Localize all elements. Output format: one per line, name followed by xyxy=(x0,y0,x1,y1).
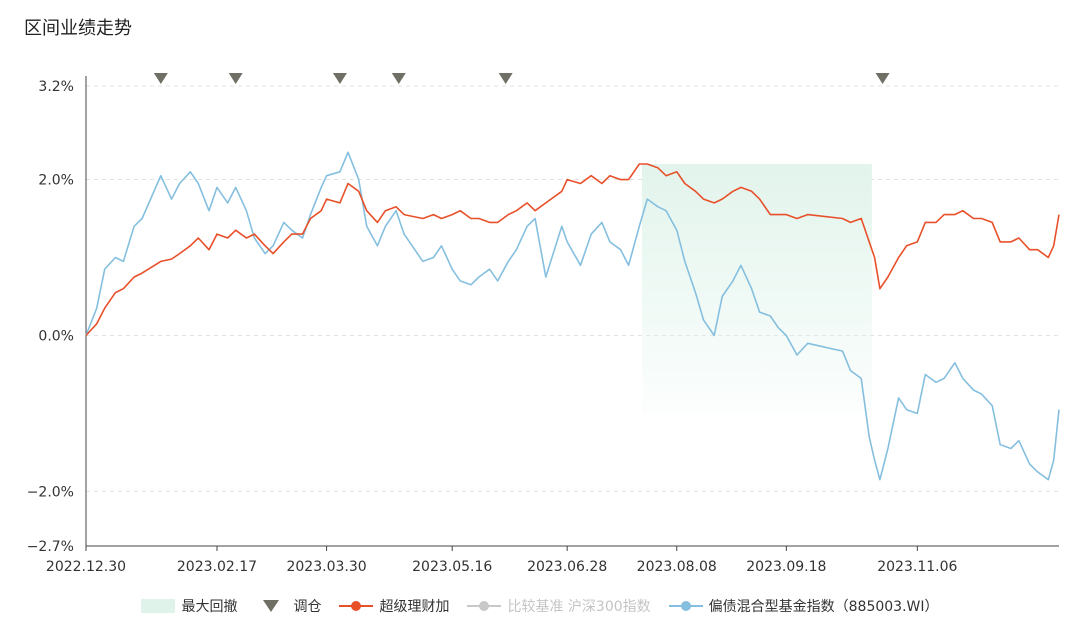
benchmark-line-swatch xyxy=(467,599,502,613)
index-line-swatch xyxy=(668,599,703,613)
x-tick-label: 2023.11.06 xyxy=(877,559,957,575)
legend-label-rebalance: 调仓 xyxy=(293,599,322,615)
x-tick-label: 2023.09.18 xyxy=(746,559,826,575)
chart-title: 区间业绩走势 xyxy=(24,18,132,39)
max-drawdown-region xyxy=(642,163,872,414)
series-line-fund xyxy=(85,163,1060,337)
legend-item-rebalance[interactable]: 调仓 xyxy=(255,596,321,616)
legend-item-benchmark[interactable]: 比较基准 沪深300指数 xyxy=(467,596,651,616)
performance-chart: 3.2% 2.0% 0.0% −2.0% −2.7% 2022.12.30 2023.02… xyxy=(27,73,1060,575)
y-tick-label: 2.0% xyxy=(38,173,74,189)
y-tick-label: −2.0% xyxy=(27,484,74,500)
legend-label-index: 偏债混合型基金指数（885003.WI） xyxy=(708,599,939,615)
x-axis-labels: 2022.12.30 2023.02.17 2023.03.30 2023.05.16… xyxy=(46,546,957,575)
legend-label-drawdown: 最大回撤 xyxy=(181,599,238,615)
series-line-index xyxy=(85,151,1060,481)
x-tick-label: 2023.05.16 xyxy=(412,559,492,575)
x-tick-label: 2023.06.28 xyxy=(527,559,607,575)
y-tick-label: 3.2% xyxy=(38,79,74,95)
series-lines xyxy=(85,151,1060,481)
rebalance-marker-icon[interactable] xyxy=(153,73,168,84)
x-tick-label: 2023.03.30 xyxy=(286,559,366,575)
rebalance-marker-icon[interactable] xyxy=(332,73,347,84)
y-tick-label: 0.0% xyxy=(38,328,74,344)
drawdown-swatch xyxy=(141,599,176,613)
y-axis-labels: 3.2% 2.0% 0.0% −2.0% −2.7% xyxy=(27,79,74,555)
rebalance-marker-icon[interactable] xyxy=(875,73,890,84)
x-tick-label: 2023.08.08 xyxy=(637,559,717,575)
rebalance-marker-icon[interactable] xyxy=(498,73,513,84)
fund-line-swatch xyxy=(339,599,374,613)
axes xyxy=(85,76,1059,547)
max-drawdown-area xyxy=(642,163,872,414)
legend: 最大回撤 调仓 超级理财加 比较基准 沪深300指数 偏债混合型基金指数（885… xyxy=(0,592,1080,620)
legend-label-fund: 超级理财加 xyxy=(379,599,450,615)
rebalance-marker-icon[interactable] xyxy=(228,73,243,84)
grid-lines xyxy=(86,85,1059,492)
x-tick-label: 2023.02.17 xyxy=(177,559,257,575)
rebalance-marker-icon[interactable] xyxy=(391,73,406,84)
y-tick-label: −2.7% xyxy=(27,539,74,555)
legend-label-benchmark: 比较基准 沪深300指数 xyxy=(507,599,651,615)
legend-item-drawdown[interactable]: 最大回撤 xyxy=(141,596,237,616)
x-tick-label: 2022.12.30 xyxy=(46,559,126,575)
rebalance-markers xyxy=(153,73,890,84)
legend-item-index[interactable]: 偏债混合型基金指数（885003.WI） xyxy=(668,596,939,616)
legend-item-fund[interactable]: 超级理财加 xyxy=(339,596,449,616)
rebalance-triangle-icon xyxy=(263,600,280,612)
